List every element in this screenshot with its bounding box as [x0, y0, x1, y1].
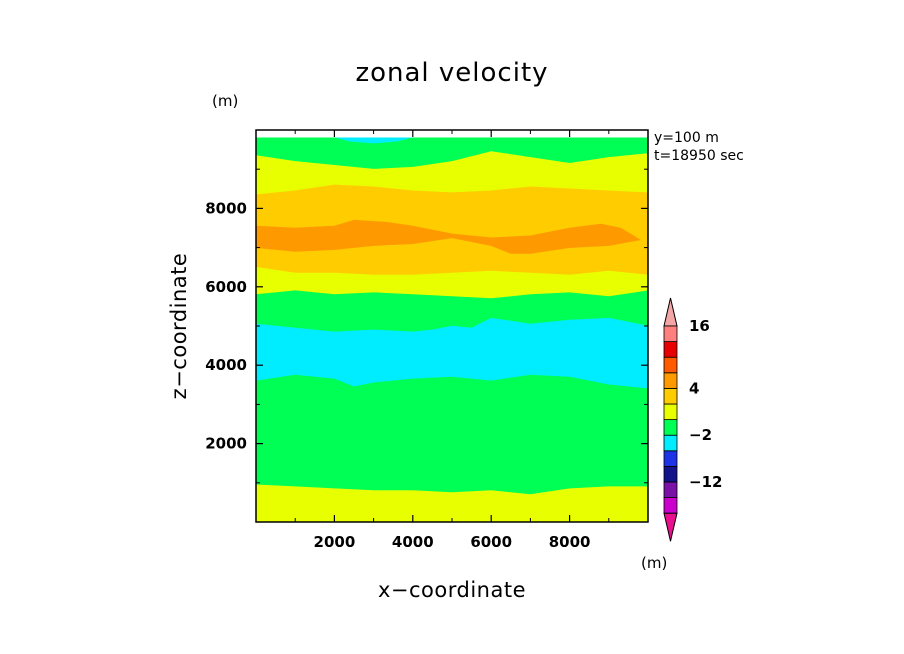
x-tick-label: 2000	[314, 533, 356, 551]
colorbar-overflow-low	[663, 512, 678, 542]
contour-band-9	[256, 484, 648, 522]
y-axis-unit: (m)	[212, 92, 239, 110]
colorbar-swatch	[663, 450, 678, 467]
x-tick-label: 4000	[392, 533, 434, 551]
contour-band-4	[256, 219, 642, 254]
y-tick-label: 4000	[205, 356, 247, 374]
colorbar-swatch	[663, 419, 678, 436]
colorbar-swatch	[663, 434, 678, 452]
colorbar-unit: (m)	[641, 554, 668, 572]
colorbar-label: −12	[689, 473, 722, 491]
colorbar-swatch	[663, 387, 678, 405]
colorbar-swatch	[663, 372, 678, 389]
slice-info-y: y=100 m	[654, 130, 719, 146]
colorbar-swatch	[663, 325, 678, 343]
slice-info-time: t=18950 sec	[654, 148, 744, 164]
x-axis-label: x−coordinate	[377, 578, 527, 602]
x-tick-label: 6000	[470, 533, 512, 551]
y-tick-label: 8000	[205, 199, 247, 217]
chart-title: zonal velocity	[355, 58, 549, 88]
colorbar-swatch	[663, 497, 678, 514]
colorbar-swatch	[663, 341, 678, 358]
colorbar-swatch	[663, 481, 678, 499]
x-tick-label: 8000	[549, 533, 591, 551]
y-tick-label: 6000	[205, 278, 247, 296]
colorbar-overflow-high	[663, 297, 678, 327]
contour-band-8	[256, 374, 648, 495]
colorbar-label: −2	[689, 426, 712, 444]
colorbar-swatch	[663, 356, 678, 374]
colorbar-swatch	[663, 465, 678, 483]
colorbar-label: 16	[689, 317, 710, 335]
colorbar-swatch	[663, 403, 678, 421]
y-tick-label: 2000	[205, 435, 247, 453]
colorbar-label: 4	[689, 379, 699, 397]
